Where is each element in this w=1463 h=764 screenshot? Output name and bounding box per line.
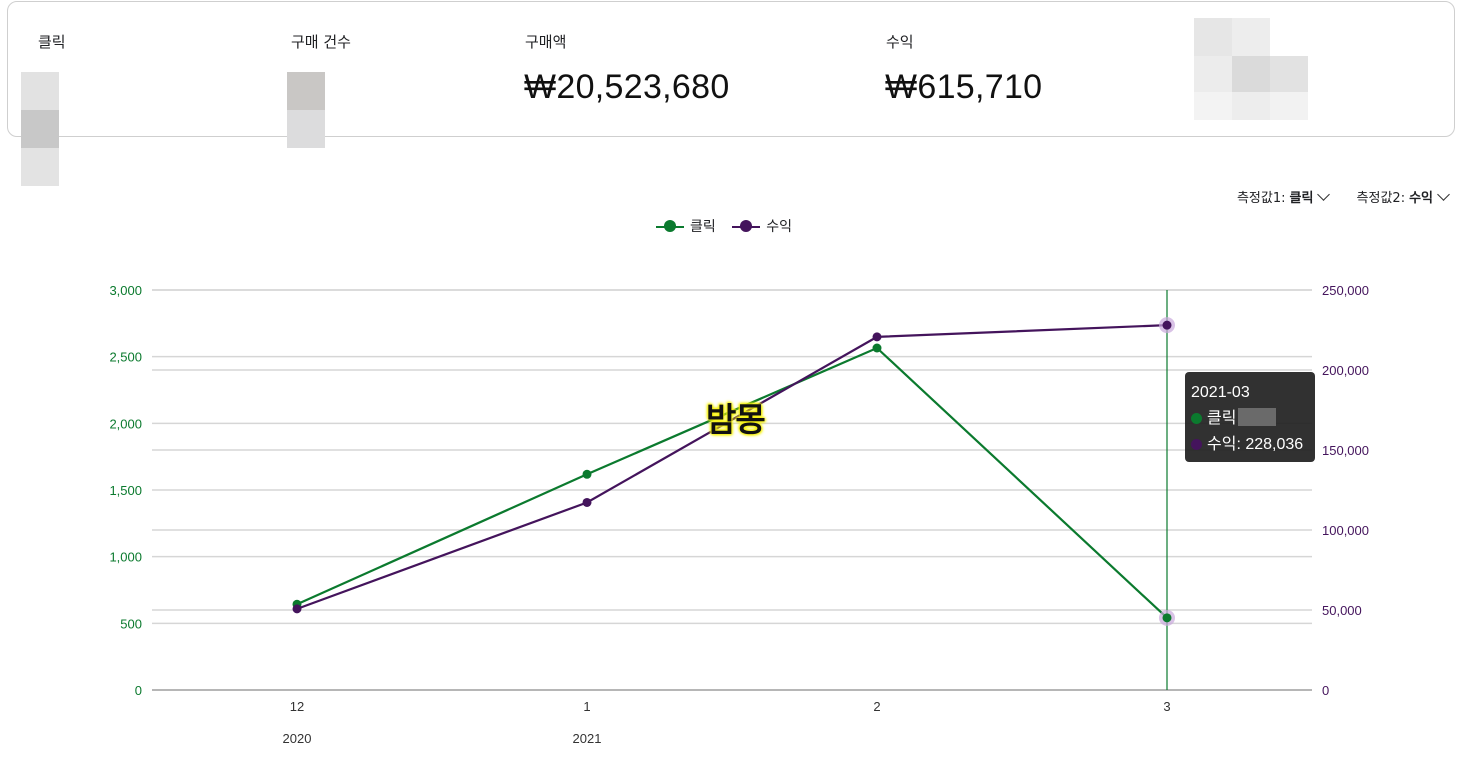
watermark-text: 밤몽 <box>706 400 766 439</box>
data-point-revenue <box>872 332 882 342</box>
legend-label-clicks: 클릭 <box>690 219 716 235</box>
measure2-label: 측정값2: <box>1356 191 1406 206</box>
data-point-revenue <box>1162 320 1172 330</box>
metric-purchase-amount-value: ₩20,523,680 <box>524 68 730 106</box>
measure2-value: 수익 <box>1409 191 1433 206</box>
tooltip-title: 2021-03 <box>1191 384 1250 401</box>
data-point-revenue <box>292 604 302 614</box>
data-point-clicks <box>872 343 882 353</box>
y-left-tick-label: 2,500 <box>109 350 142 365</box>
data-point-clicks <box>582 469 592 479</box>
y-left-tick-label: 2,000 <box>109 416 142 431</box>
redacted-image <box>1194 18 1308 120</box>
chart-legend: 클릭 수익 <box>656 216 804 236</box>
series-line-clicks <box>296 346 1168 619</box>
y-left-tick-label: 1,000 <box>109 550 142 565</box>
x-year-label: 2020 <box>283 731 312 746</box>
y-right-tick-label: 50,000 <box>1322 603 1362 618</box>
metric-purchases-label: 구매 건수 <box>291 33 351 51</box>
measure1-dropdown[interactable]: 측정값1: 클릭 <box>1236 187 1331 206</box>
measure1-label: 측정값1: <box>1236 191 1286 206</box>
metric-purchases-value-redacted <box>287 72 325 148</box>
tooltip-revenue-text: 수익: 228,036 <box>1207 436 1304 453</box>
metric-purchase-amount-label: 구매액 <box>525 33 567 51</box>
legend-swatch-clicks <box>656 220 684 234</box>
measure2-dropdown[interactable]: 측정값2: 수익 <box>1356 187 1450 206</box>
y-right-tick-label: 250,000 <box>1322 283 1369 298</box>
metric-revenue-label: 수익 <box>886 33 914 51</box>
y-left-tick-label: 1,500 <box>109 483 142 498</box>
data-point-revenue <box>582 497 592 507</box>
legend-item-clicks[interactable]: 클릭 <box>656 216 716 236</box>
tooltip-clicks-label: 클릭 <box>1207 410 1237 427</box>
chart-tooltip: 2021-03 클릭 수익: 228,036 <box>1185 372 1315 462</box>
metric-clicks-value-redacted <box>21 72 59 186</box>
data-point-clicks <box>1162 613 1172 623</box>
x-tick-label: 1 <box>583 699 590 714</box>
y-left-tick-label: 500 <box>120 616 142 631</box>
summary-card: 클릭 구매 건수 구매액 ₩20,523,680 수익 ₩615,710 <box>7 1 1455 186</box>
y-right-tick-label: 100,000 <box>1322 523 1369 538</box>
x-tick-label: 12 <box>290 699 304 714</box>
legend-label-revenue: 수익 <box>766 219 792 235</box>
metric-clicks-label: 클릭 <box>38 33 66 51</box>
y-right-tick-label: 0 <box>1322 683 1329 698</box>
series-line-revenue <box>296 324 1168 610</box>
tooltip-dot-clicks <box>1191 413 1202 424</box>
y-right-tick-label: 150,000 <box>1322 443 1369 458</box>
measure-selector-bar: 측정값1: 클릭 측정값2: 수익 <box>1213 187 1450 206</box>
y-left-tick-label: 0 <box>135 683 142 698</box>
y-right-tick-label: 200,000 <box>1322 363 1369 378</box>
y-left-tick-label: 3,000 <box>109 283 142 298</box>
tooltip-row-revenue: 수익: 228,036 <box>1191 432 1309 458</box>
tooltip-clicks-value-redacted <box>1238 408 1277 426</box>
measure1-value: 클릭 <box>1289 191 1314 206</box>
x-tick-label: 3 <box>1163 699 1170 714</box>
metric-revenue-value: ₩615,710 <box>885 68 1043 106</box>
tooltip-row-clicks: 클릭 <box>1191 406 1309 432</box>
x-year-label: 2021 <box>573 731 602 746</box>
legend-item-revenue[interactable]: 수익 <box>732 216 792 236</box>
legend-swatch-revenue <box>732 220 761 234</box>
tooltip-dot-revenue <box>1191 439 1202 450</box>
x-tick-label: 2 <box>873 699 880 714</box>
